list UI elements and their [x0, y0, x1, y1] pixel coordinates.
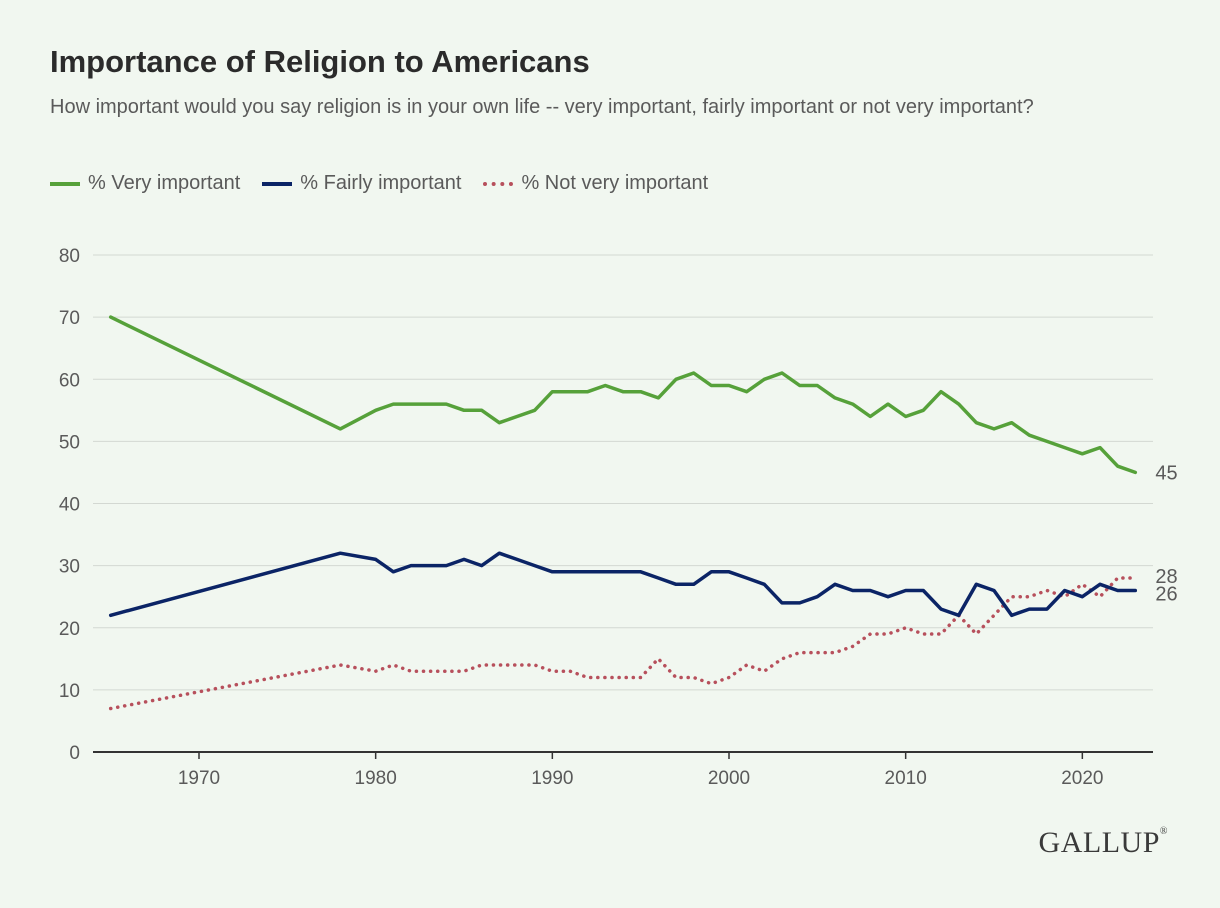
x-tick-label-1980: 1980	[355, 768, 397, 789]
y-tick-label-20: 20	[59, 619, 80, 640]
x-tick-label-1990: 1990	[531, 768, 573, 789]
y-tick-label-0: 0	[69, 743, 80, 764]
legend-item-very-important: % Very important	[50, 172, 240, 195]
series-line-not-very-important	[108, 576, 1138, 711]
legend-label-very-important: % Very important	[88, 172, 241, 194]
legend-label-not-very-important: % Not very important	[521, 172, 709, 194]
gallup-logo-text: GALLUP	[1038, 826, 1160, 859]
y-tick-label-60: 60	[59, 370, 80, 391]
series-line-very-important	[108, 315, 1138, 475]
legend-swatch-fairly-important	[262, 181, 293, 186]
legend-swatch-very-important	[50, 181, 80, 186]
legend-swatch-not-very-important	[483, 181, 514, 186]
legend-label-fairly-important: % Fairly important	[300, 172, 462, 194]
end-label-28: 28	[1155, 566, 1177, 588]
y-tick-label-70: 70	[59, 308, 80, 329]
legend-item-fairly-important: % Fairly important	[262, 172, 461, 195]
x-tick-label-2010: 2010	[885, 768, 927, 789]
gallup-logo: GALLUP®	[1039, 826, 1168, 860]
y-tick-label-10: 10	[59, 681, 80, 702]
end-label-45: 45	[1155, 462, 1177, 484]
y-tick-label-50: 50	[59, 432, 80, 453]
chart-subtitle: How important would you say religion is …	[50, 96, 1034, 118]
x-tick-label-2020: 2020	[1061, 768, 1103, 789]
legend-item-not-very-important: % Not very important	[483, 172, 708, 195]
y-tick-label-80: 80	[59, 246, 80, 267]
y-tick-label-30: 30	[59, 557, 80, 578]
x-tick-label-2000: 2000	[708, 768, 750, 789]
y-tick-label-40: 40	[59, 495, 80, 516]
end-label-26: 26	[1155, 583, 1177, 605]
series-line-fairly-important	[108, 551, 1138, 618]
chart-title: Importance of Religion to Americans	[50, 44, 590, 79]
chart-legend: % Very important % Fairly important % No…	[50, 172, 730, 195]
x-tick-label-1970: 1970	[178, 768, 220, 789]
registered-mark: ®	[1159, 826, 1168, 837]
